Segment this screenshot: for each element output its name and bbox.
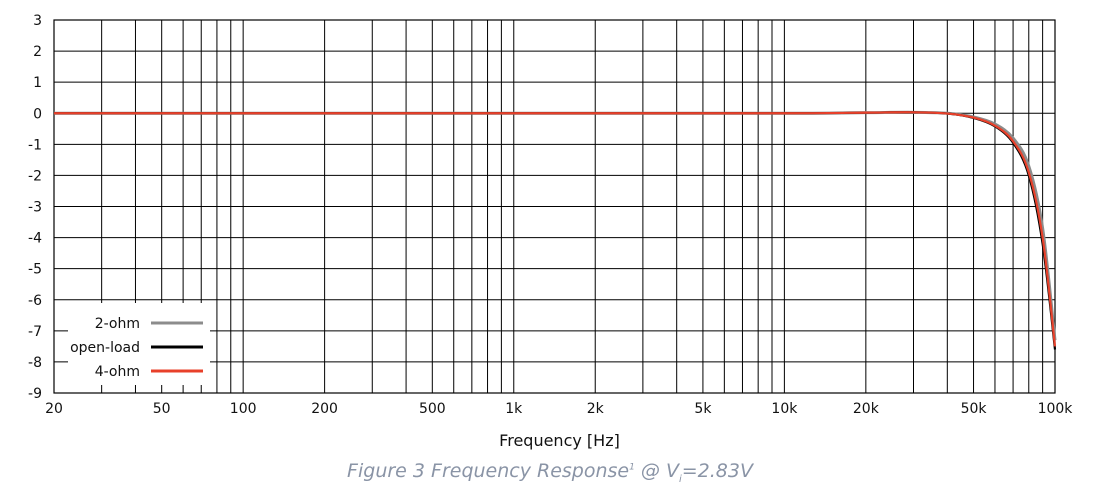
caption-subscript: i <box>678 473 682 485</box>
y-axis-tick-labels: 3 2 1 0 -1 -2 -3 -4 -5 -6 -7 -8 -9 <box>28 13 42 402</box>
x-tick-label: 1k <box>505 401 523 417</box>
x-axis-title: Frequency [Hz] <box>499 431 620 450</box>
y-tick-label: 0 <box>33 106 42 122</box>
x-axis-tick-labels: 20 50 100 200 500 1k 2k 5k 10k 20k 50k 100k <box>45 401 1073 417</box>
x-tick-label: 20k <box>853 401 880 417</box>
x-tick-label: 5k <box>694 401 712 417</box>
caption-footnote-mark: 1 <box>629 462 635 473</box>
legend-label: 2-ohm <box>95 316 140 332</box>
x-tick-label: 100k <box>1038 401 1074 417</box>
series-lines <box>54 110 1057 350</box>
x-tick-label: 2k <box>587 401 605 417</box>
legend: 2-ohm open-load 4-ohm <box>68 303 210 385</box>
x-tick-label: 10k <box>771 401 798 417</box>
y-tick-label: -3 <box>28 200 42 216</box>
legend-label: open-load <box>70 340 140 356</box>
x-tick-label: 50 <box>153 401 171 417</box>
y-tick-label: -1 <box>28 137 42 153</box>
y-tick-label: -5 <box>28 262 42 278</box>
y-tick-label: -7 <box>28 324 42 340</box>
y-tick-label: -4 <box>28 231 42 247</box>
caption-prefix: Figure 3 Frequency Response <box>347 460 630 482</box>
y-tick-label: -9 <box>28 386 42 402</box>
x-tick-label: 20 <box>45 401 63 417</box>
figure-caption: Figure 3 Frequency Response1 @ Vi=2.83V <box>0 460 1100 485</box>
caption-middle: @ V <box>634 460 679 482</box>
y-tick-label: -8 <box>28 355 42 371</box>
legend-label: 4-ohm <box>95 364 140 380</box>
y-tick-label: -6 <box>28 293 42 309</box>
y-tick-label: 3 <box>33 13 42 29</box>
y-tick-label: 1 <box>33 75 42 91</box>
x-tick-label: 50k <box>961 401 988 417</box>
series-line-4-ohm <box>54 111 1057 347</box>
caption-suffix: =2.83V <box>681 460 753 482</box>
y-tick-label: -2 <box>28 168 42 184</box>
x-tick-label: 200 <box>311 401 338 417</box>
x-tick-label: 100 <box>230 401 257 417</box>
y-tick-label: 2 <box>33 44 42 60</box>
frequency-response-chart: 3 2 1 0 -1 -2 -3 -4 -5 -6 -7 -8 -9 20 50 100 200 500 1k 2k… <box>28 13 1073 450</box>
x-tick-label: 500 <box>419 401 446 417</box>
